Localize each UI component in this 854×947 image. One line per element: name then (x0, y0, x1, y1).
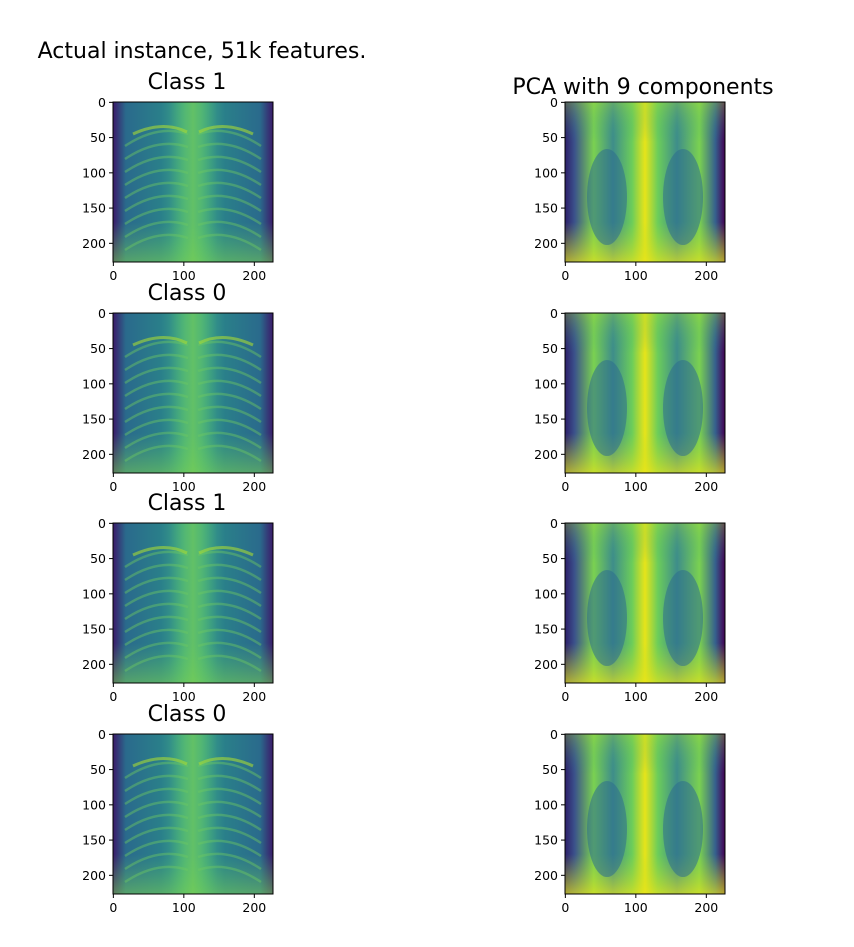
xtick-label: 100 (624, 268, 648, 283)
xtick-label: 0 (561, 268, 569, 283)
heatmap-panel-7: 0 50 100 150 200 0 100 200 Class 0 (82, 702, 274, 915)
ytick-label: 150 (82, 833, 106, 848)
xtick-label: 0 (561, 479, 569, 494)
heatmap-image (565, 313, 725, 473)
xtick-label: 200 (694, 268, 718, 283)
ytick-label: 100 (82, 797, 106, 812)
xtick-label: 100 (172, 479, 196, 494)
heatmap-panel-5: 0 50 100 150 200 0 100 200 Class 1 (82, 491, 274, 704)
ytick-label: 100 (82, 586, 106, 601)
ytick-label: 0 (98, 727, 106, 742)
axes-frame (112, 522, 274, 684)
axes-frame (112, 101, 274, 263)
ytick-label: 50 (90, 551, 106, 566)
ytick-label: 50 (542, 341, 558, 356)
heatmap-panel-2: 0 50 100 150 200 0 100 200 (534, 95, 726, 283)
heatmap-image (113, 102, 273, 262)
ytick-label: 150 (534, 412, 558, 427)
axes-frame (564, 312, 726, 474)
xtick-label: 100 (172, 900, 196, 915)
ytick-label: 0 (98, 95, 106, 110)
ytick-label: 200 (82, 657, 106, 672)
xtick-label: 100 (624, 689, 648, 704)
heatmap-image (113, 734, 273, 894)
xtick-label: 200 (694, 689, 718, 704)
ytick-label: 50 (542, 762, 558, 777)
ytick-label: 50 (542, 551, 558, 566)
ytick-label: 50 (542, 130, 558, 145)
heatmap-panel-3: 0 50 100 150 200 0 100 200 Class 0 (82, 281, 274, 494)
axes-frame (564, 522, 726, 684)
xtick-label: 100 (624, 479, 648, 494)
ytick-label: 50 (90, 130, 106, 145)
ytick-label: 0 (98, 306, 106, 321)
ytick-label: 100 (534, 376, 558, 391)
ytick-label: 150 (534, 833, 558, 848)
panel-title: Class 1 (148, 70, 227, 95)
ytick-label: 200 (82, 868, 106, 883)
ytick-label: 50 (90, 762, 106, 777)
xtick-label: 0 (109, 900, 117, 915)
xtick-label: 0 (109, 479, 117, 494)
ytick-label: 100 (82, 376, 106, 391)
heatmap-image (113, 523, 273, 683)
axes-frame (564, 101, 726, 263)
xtick-label: 200 (694, 479, 718, 494)
xtick-label: 0 (109, 689, 117, 704)
ytick-label: 150 (534, 622, 558, 637)
axes-frame (112, 312, 274, 474)
xtick-label: 100 (624, 900, 648, 915)
ytick-label: 150 (82, 201, 106, 216)
xtick-label: 0 (561, 900, 569, 915)
ytick-label: 150 (534, 201, 558, 216)
xtick-label: 200 (242, 479, 266, 494)
ytick-label: 200 (534, 868, 558, 883)
ytick-label: 200 (82, 447, 106, 462)
heatmap-image (565, 523, 725, 683)
panel-title: Class 1 (148, 491, 227, 516)
heatmap-panel-4: 0 50 100 150 200 0 100 200 (534, 306, 726, 494)
ytick-label: 200 (82, 236, 106, 251)
xtick-label: 0 (109, 268, 117, 283)
xtick-label: 0 (561, 689, 569, 704)
heatmap-image (113, 313, 273, 473)
suptitle-right: PCA with 9 components (512, 75, 773, 100)
ytick-label: 200 (534, 447, 558, 462)
ytick-label: 150 (82, 412, 106, 427)
xtick-label: 200 (242, 689, 266, 704)
ytick-label: 200 (534, 236, 558, 251)
ytick-label: 200 (534, 657, 558, 672)
ytick-label: 0 (550, 306, 558, 321)
heatmap-image (565, 102, 725, 262)
ytick-label: 100 (82, 165, 106, 180)
panel-title: Class 0 (148, 281, 227, 306)
ytick-label: 100 (534, 586, 558, 601)
suptitle-left: Actual instance, 51k features. (38, 39, 367, 64)
heatmap-panel-1: 0 50 100 150 200 0 100 200 Class 1 (82, 70, 274, 283)
xtick-label: 100 (172, 268, 196, 283)
panel-title: Class 0 (148, 702, 227, 727)
axes-frame (112, 733, 274, 895)
ytick-label: 0 (550, 95, 558, 110)
xtick-label: 200 (694, 900, 718, 915)
ytick-label: 100 (534, 165, 558, 180)
xtick-label: 200 (242, 268, 266, 283)
xtick-label: 100 (172, 689, 196, 704)
ytick-label: 100 (534, 797, 558, 812)
ytick-label: 50 (90, 341, 106, 356)
heatmap-panel-6: 0 50 100 150 200 0 100 200 (534, 516, 726, 704)
xtick-label: 200 (242, 900, 266, 915)
ytick-label: 0 (98, 516, 106, 531)
ytick-label: 0 (550, 516, 558, 531)
axes-frame (564, 733, 726, 895)
heatmap-panel-8: 0 50 100 150 200 0 100 200 (534, 727, 726, 915)
ytick-label: 150 (82, 622, 106, 637)
ytick-label: 0 (550, 727, 558, 742)
heatmap-image (565, 734, 725, 894)
